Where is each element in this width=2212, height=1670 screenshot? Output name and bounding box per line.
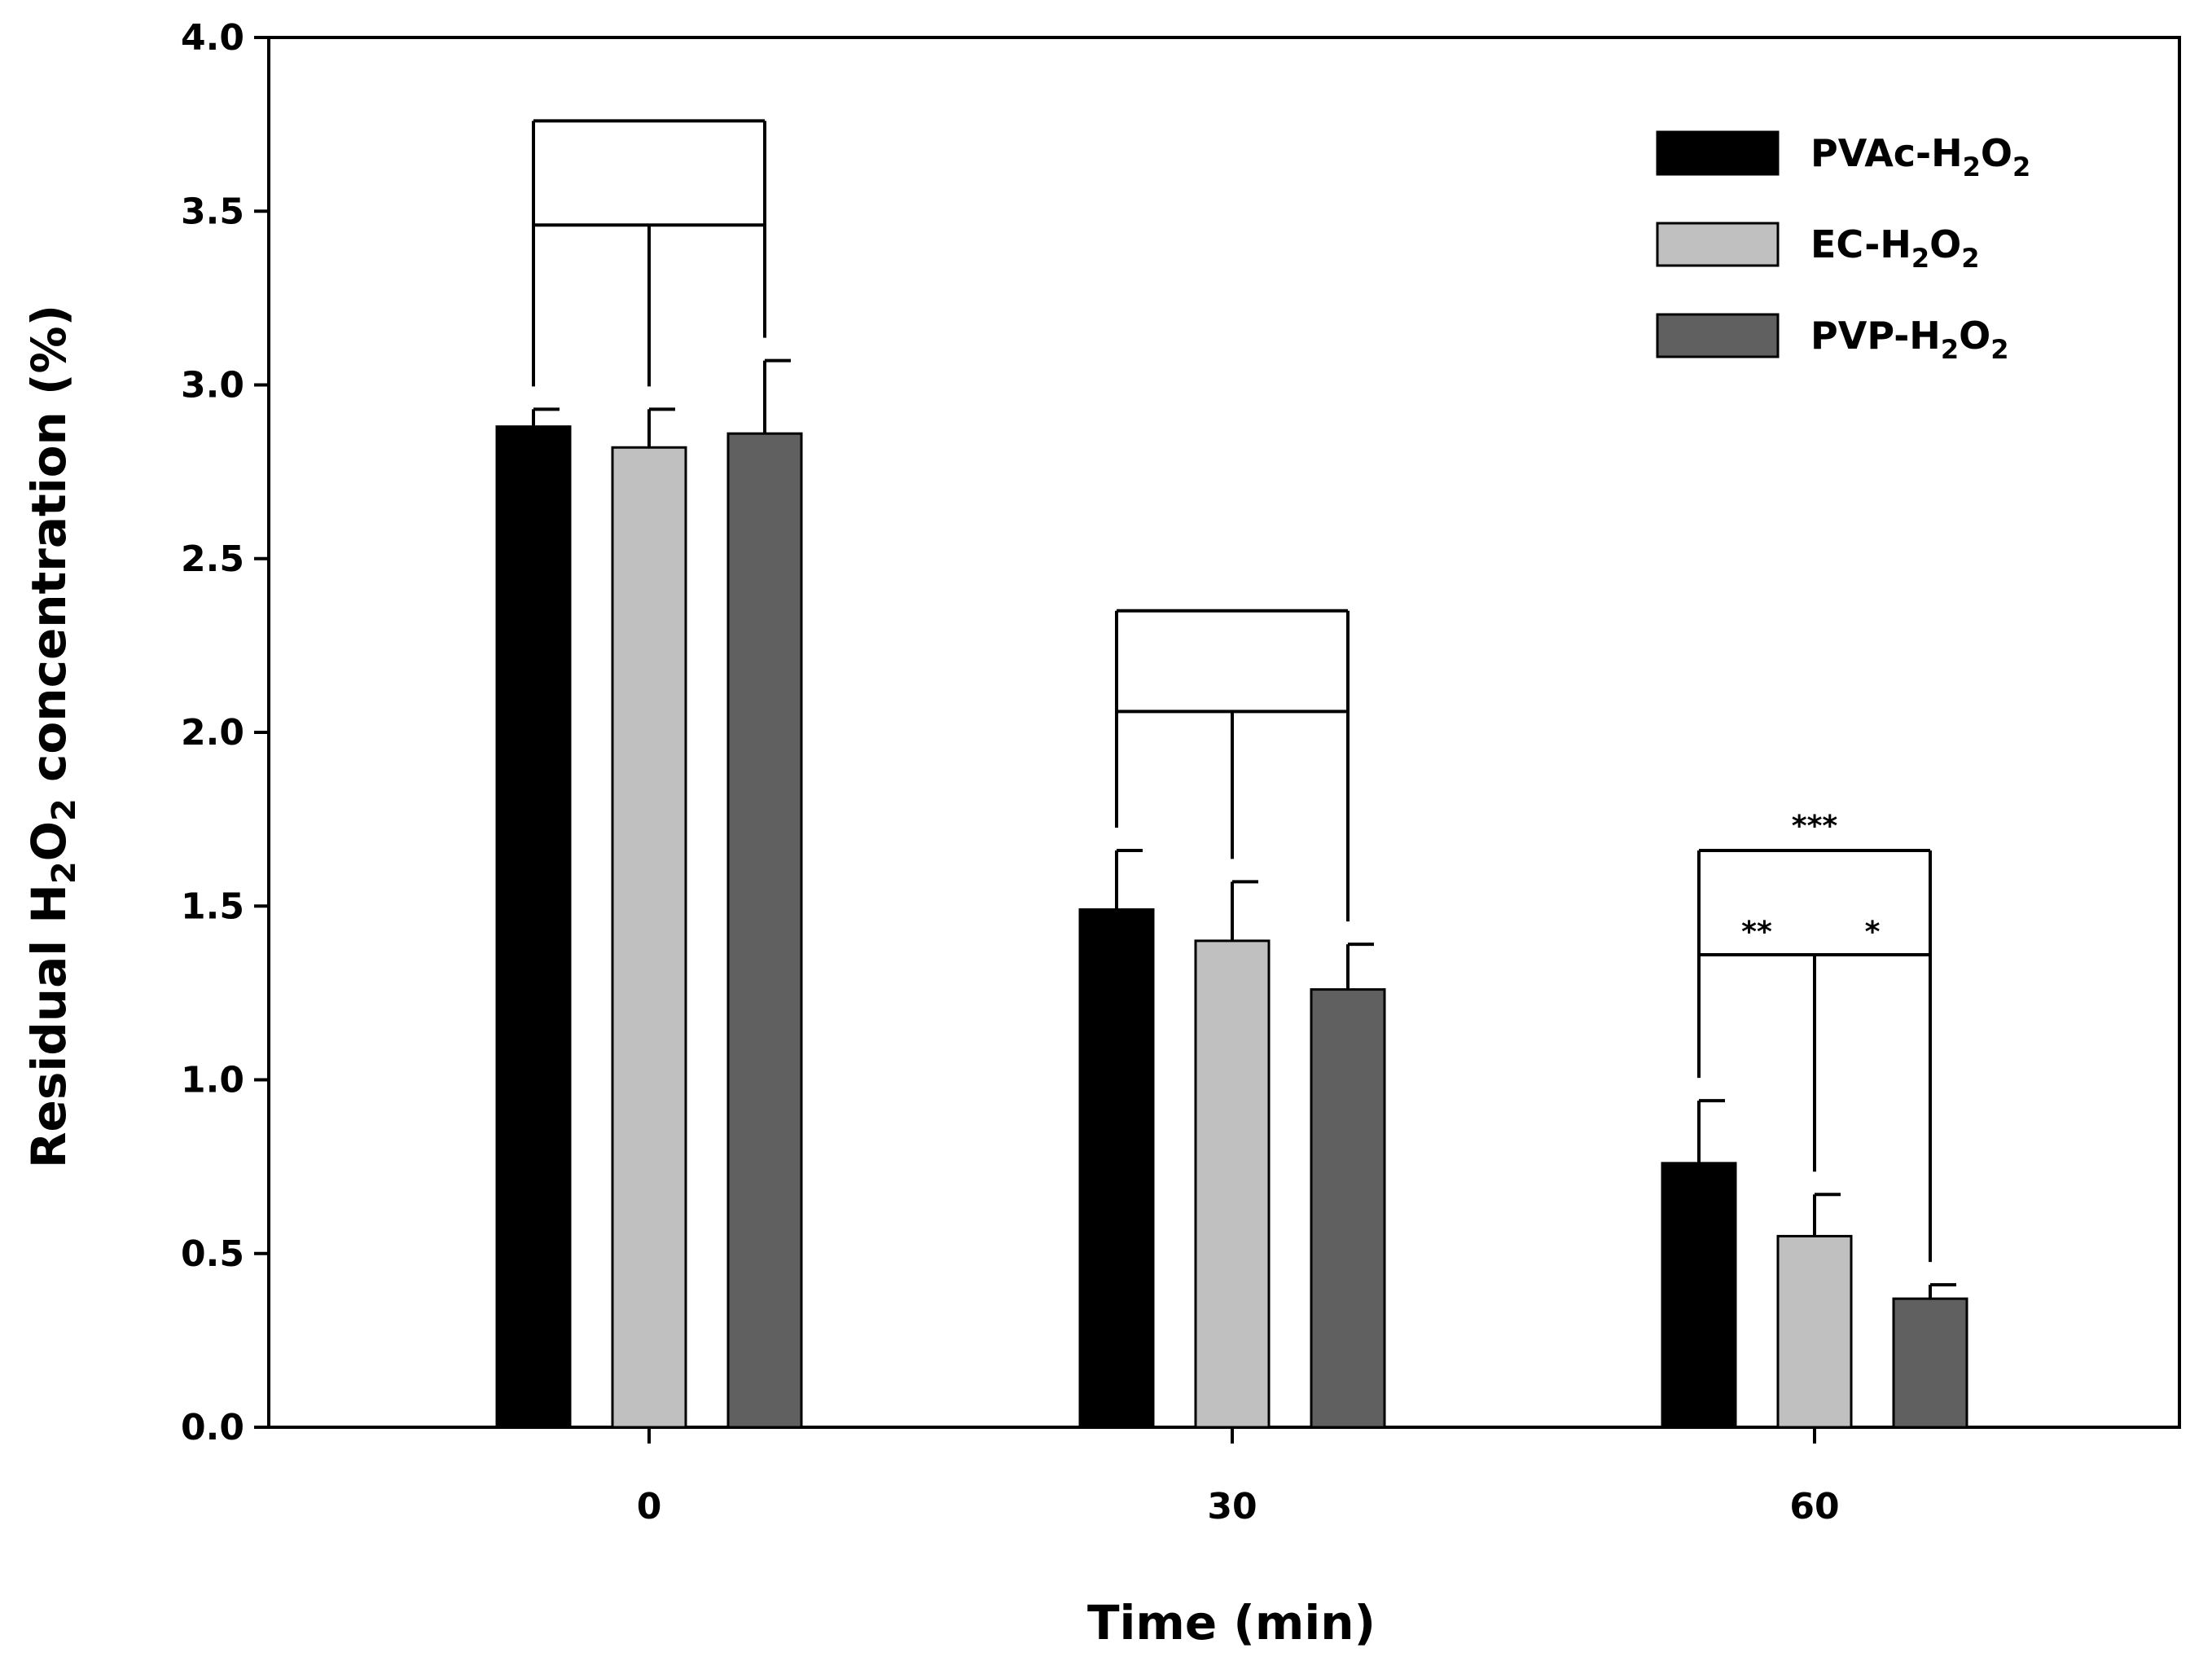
legend: PVAc-H2O2 EC-H2O2 PVP-H2O2 (1656, 130, 2030, 365)
bar-PVAc-H2O2-60 (1661, 1162, 1737, 1429)
bar-PVAc-H2O2-30 (1078, 908, 1155, 1429)
plot-area: 0.00.51.01.52.02.53.03.54.00 30 60***** * (181, 17, 2181, 1527)
x-axis-title: Time (min) (1087, 1595, 1376, 1650)
legend-swatch-PVAc-H2O2 (1656, 130, 1780, 176)
y-axis-title: Residual H2O2 concentration (%) (21, 305, 83, 1168)
legend-item-PVAc-H2O2: PVAc-H2O2 (1656, 130, 2030, 182)
legend-label-PVAc-H2O2: PVAc-H2O2 (1810, 131, 2030, 182)
x-tick-label-0: 0 (637, 1486, 662, 1527)
bar-PVAc-H2O2-0 (495, 425, 572, 1429)
bar-EC-H2O2-60 (1776, 1234, 1853, 1429)
y-tick-label-2: 1.0 (181, 1060, 244, 1101)
bar-EC-H2O2-30 (1194, 939, 1271, 1429)
y-tick-label-5: 2.5 (181, 538, 244, 580)
x-tick-label-1: 30 (1207, 1486, 1257, 1527)
significance-bracket-30 (1115, 609, 1350, 922)
y-tick-label-0: 0.0 (181, 1407, 244, 1448)
y-tick-label-6: 3.0 (181, 365, 244, 407)
x-tick-label-2: 60 (1789, 1486, 1839, 1527)
bar-EC-H2O2-0 (611, 446, 687, 1429)
significance-bracket-0 (532, 119, 766, 387)
y-tick-label-3: 1.5 (181, 886, 244, 927)
bar-PVP-H2O2-60 (1892, 1297, 1968, 1429)
y-tick-label-7: 3.5 (181, 191, 244, 232)
sig-label-left: ** (1741, 916, 1772, 949)
legend-label-EC-H2O2: EC-H2O2 (1810, 222, 1979, 274)
y-tick-label-8: 4.0 (181, 17, 244, 59)
legend-item-PVP-H2O2: PVP-H2O2 (1656, 313, 2008, 365)
bar-PVP-H2O2-0 (726, 432, 803, 1429)
bar-PVP-H2O2-30 (1310, 988, 1386, 1429)
legend-swatch-PVP-H2O2 (1656, 313, 1780, 358)
y-tick-label-1: 0.5 (181, 1233, 244, 1275)
sig-label-outer: *** (1792, 810, 1838, 843)
sig-label-right: * (1865, 916, 1881, 949)
legend-item-EC-H2O2: EC-H2O2 (1656, 222, 1979, 274)
y-tick-label-4: 2.0 (181, 712, 244, 754)
legend-label-PVP-H2O2: PVP-H2O2 (1810, 314, 2008, 365)
legend-swatch-EC-H2O2 (1656, 222, 1780, 267)
significance-bracket-60: ***** * (1697, 810, 1932, 1263)
